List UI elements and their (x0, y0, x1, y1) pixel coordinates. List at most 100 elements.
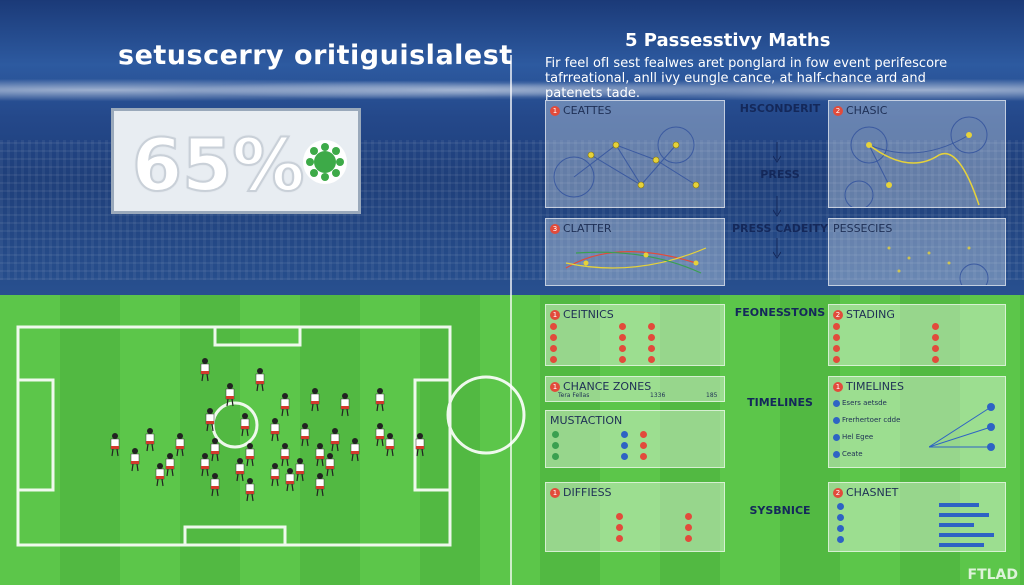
panel-title: CHANCE ZONES (563, 380, 652, 393)
player-figure (240, 413, 250, 437)
red-dot-icon (640, 431, 647, 438)
panel-title: TIMELINES (846, 380, 904, 393)
blue-dot-icon (833, 450, 840, 458)
arrow-down-icon (773, 142, 781, 163)
timeline-graph (929, 403, 995, 451)
player-figure (350, 438, 360, 462)
panel-mustaction: MUSTACTION (545, 410, 725, 468)
red-dot-icon (833, 323, 840, 330)
blue-dot-icon (837, 503, 844, 510)
players-cluster (110, 358, 425, 502)
blue-dot-icon (833, 433, 840, 441)
stat-rows (576, 511, 694, 544)
red-dot-icon (932, 345, 939, 352)
player-figure (205, 408, 215, 432)
red-dot-icon (619, 323, 626, 330)
panel-title: CHASIC (846, 104, 888, 117)
player-figure (330, 428, 340, 452)
panel-number-icon: 2 (833, 488, 843, 498)
red-dot-icon (648, 334, 655, 341)
red-dot-icon (619, 356, 626, 363)
chance-zone-row: Tera Fellas 1336 185 (558, 392, 718, 399)
player-figure (110, 433, 120, 457)
network-diagram (553, 126, 700, 198)
dotted-grid (887, 246, 989, 285)
player-figure (340, 393, 350, 417)
panel-chasnet: 2 CHASNET (828, 482, 1006, 552)
panel-chance-zones: 1 CHANCE ZONES Tera Fellas 1336 185 (545, 376, 725, 402)
player-figure (295, 458, 305, 482)
arrow-down-icon (773, 238, 781, 259)
red-dot-icon (616, 535, 623, 542)
blue-dot-icon (621, 442, 628, 449)
panel-title: DIFFIESS (563, 486, 612, 499)
player-figure (315, 443, 325, 467)
mid-title-sysbnice: SYSBNICE (749, 504, 811, 517)
pitch-background (0, 295, 1024, 585)
panel-stading: 2 STADING (828, 304, 1006, 366)
panel-ceitnics: 1 CEITNICS (545, 304, 725, 366)
timeline-list: Esers aetsde Frerhertoer cdde Hel Egee C… (833, 395, 900, 463)
stat-rows (837, 501, 846, 545)
center-divider (510, 55, 512, 585)
player-figure (225, 383, 235, 407)
player-figure (270, 418, 280, 442)
bar-indicators (939, 503, 994, 547)
player-figure (175, 433, 185, 457)
red-dot-icon (685, 535, 692, 542)
panel-title: PESSECIES (833, 222, 893, 235)
panel-number-icon: 1 (550, 106, 560, 116)
stat-rows (550, 321, 657, 365)
red-dot-icon (833, 345, 840, 352)
panel-title: CLATTER (563, 222, 612, 235)
network-diagram (844, 116, 988, 207)
red-dot-icon (932, 356, 939, 363)
blue-dot-icon (837, 536, 844, 543)
stat-rows (552, 429, 649, 462)
red-dot-icon (550, 356, 557, 363)
panel-title: MUSTACTION (550, 414, 623, 427)
panel-number-icon: 2 (833, 310, 843, 320)
panel-title: CHASNET (846, 486, 899, 499)
panel-diffiess: 1 DIFFIESS (545, 482, 725, 552)
red-dot-icon (932, 334, 939, 341)
player-figure (315, 473, 325, 497)
player-figure (200, 453, 210, 477)
player-figure (270, 463, 280, 487)
player-figure (280, 393, 290, 417)
red-dot-icon (648, 345, 655, 352)
red-dot-icon (833, 334, 840, 341)
player-figure (280, 443, 290, 467)
panel-number-icon: 1 (550, 488, 560, 498)
mid-title-press: PRESS (760, 168, 800, 181)
player-figure (375, 423, 385, 447)
player-figure (210, 473, 220, 497)
mid-title-press-cadeity: PRESS CADEITY (731, 222, 829, 235)
player-figure (285, 468, 295, 492)
red-dot-icon (833, 356, 840, 363)
blue-dot-icon (833, 416, 840, 424)
blue-dot-icon (837, 525, 844, 532)
player-figure (155, 463, 165, 487)
virus-icon (303, 140, 347, 184)
mid-title-hsconderit: HSCONDERIT (739, 102, 821, 115)
arrow-down-icon (773, 196, 781, 217)
green-dot-icon (552, 453, 559, 460)
player-figure (385, 433, 395, 457)
blue-dot-icon (621, 453, 628, 460)
player-figure (235, 458, 245, 482)
red-dot-icon (648, 356, 655, 363)
panel-timelines: 1 TIMELINES Esers aetsde Frerhertoer cdde… (828, 376, 1006, 468)
player-figure (245, 443, 255, 467)
stadium-lights (0, 70, 1024, 110)
panel-clatter: 3 CLATTER (545, 218, 725, 286)
percent-card: 65% (111, 108, 361, 214)
player-figure (300, 423, 310, 447)
player-figure (245, 478, 255, 502)
panel-number-icon: 1 (550, 382, 560, 392)
panel-cefttes: 1 CEATTES (545, 100, 725, 208)
green-dot-icon (552, 431, 559, 438)
red-dot-icon (932, 323, 939, 330)
player-figure (415, 433, 425, 457)
pitch-markings (16, 325, 526, 547)
